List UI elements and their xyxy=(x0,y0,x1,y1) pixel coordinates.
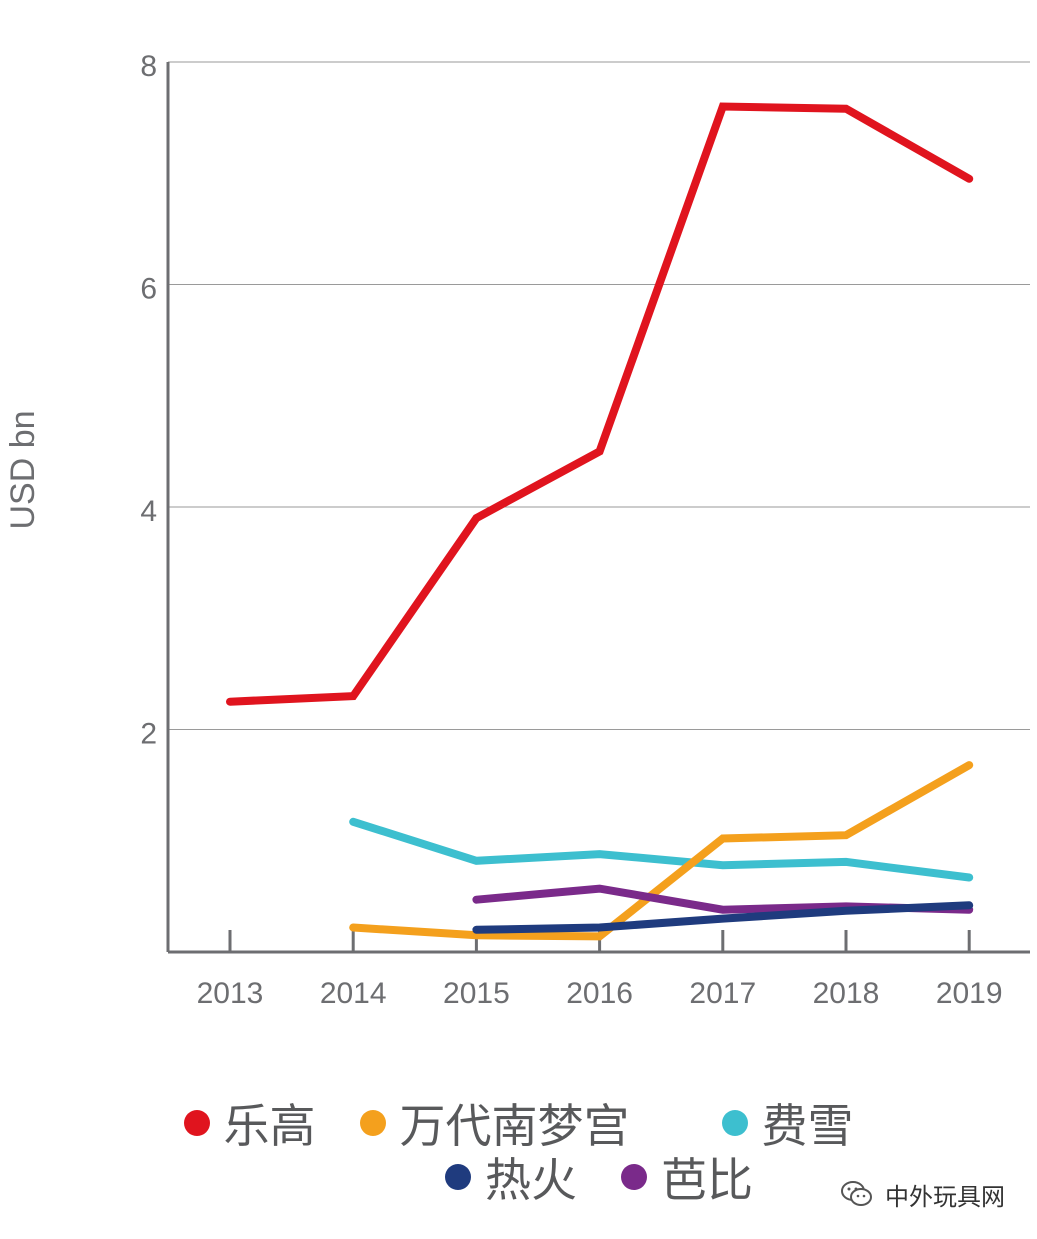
x-tick-label: 2016 xyxy=(566,977,633,1010)
legend-dot-icon xyxy=(621,1164,647,1190)
y-tick-label: 8 xyxy=(140,50,157,83)
legend-item-bandai-namco[interactable]: 万代南梦宫 xyxy=(359,1090,630,1156)
x-tick-label: 2019 xyxy=(936,977,1003,1010)
legend-item-lego[interactable]: 乐高 xyxy=(183,1090,316,1156)
legend-dot-icon xyxy=(445,1164,471,1190)
x-tick-label: 2015 xyxy=(443,977,510,1010)
y-axis-label: USD bn xyxy=(4,410,42,529)
legend-row-1: 乐高 万代南梦宫 费雪 xyxy=(0,1090,1037,1156)
axes xyxy=(166,62,1030,954)
series-line-2 xyxy=(349,817,974,882)
legend-item-barbie[interactable]: 芭比 xyxy=(621,1144,753,1210)
series-line-3 xyxy=(472,901,974,934)
legend-label: 万代南梦宫 xyxy=(399,1099,630,1153)
x-tick-label: 2014 xyxy=(320,977,387,1010)
line-chart: 2 4 6 8 2013 2014 2015 2016 2017 2018 2019 USD bn xyxy=(4,50,1030,1010)
legend-row-2: 热火 芭比 xyxy=(0,1144,1037,1210)
watermark-text: 中外玩具网 xyxy=(885,1182,1005,1211)
x-tick-label: 2018 xyxy=(813,977,880,1010)
series-line-0 xyxy=(226,102,974,706)
legend-dot-icon xyxy=(183,1110,210,1136)
y-tick-label: 6 xyxy=(140,273,157,306)
y-tick-label: 4 xyxy=(140,495,157,528)
gridlines xyxy=(168,61,1030,730)
legend-item-hot-wheels[interactable]: 热火 xyxy=(445,1144,577,1210)
series-lines xyxy=(226,102,974,941)
legend-label: 芭比 xyxy=(661,1153,753,1207)
x-tick-labels: 2013 2014 2015 2016 2017 2018 2019 xyxy=(197,977,1003,1010)
x-tick-label: 2017 xyxy=(689,977,756,1010)
legend-label: 热火 xyxy=(485,1153,577,1207)
legend-dot-icon xyxy=(721,1110,748,1136)
legend-item-fisher-price[interactable]: 费雪 xyxy=(721,1090,854,1156)
legend-dot-icon xyxy=(359,1110,386,1136)
series-line-1 xyxy=(349,761,974,941)
y-tick-label: 2 xyxy=(140,718,157,751)
watermark: 中外玩具网 xyxy=(839,1176,1005,1212)
x-tick-label: 2013 xyxy=(197,977,264,1010)
legend-label: 费雪 xyxy=(761,1099,854,1153)
y-tick-labels: 2 4 6 8 xyxy=(140,50,157,751)
legend-label: 乐高 xyxy=(223,1099,316,1153)
wechat-icon xyxy=(841,1181,872,1206)
